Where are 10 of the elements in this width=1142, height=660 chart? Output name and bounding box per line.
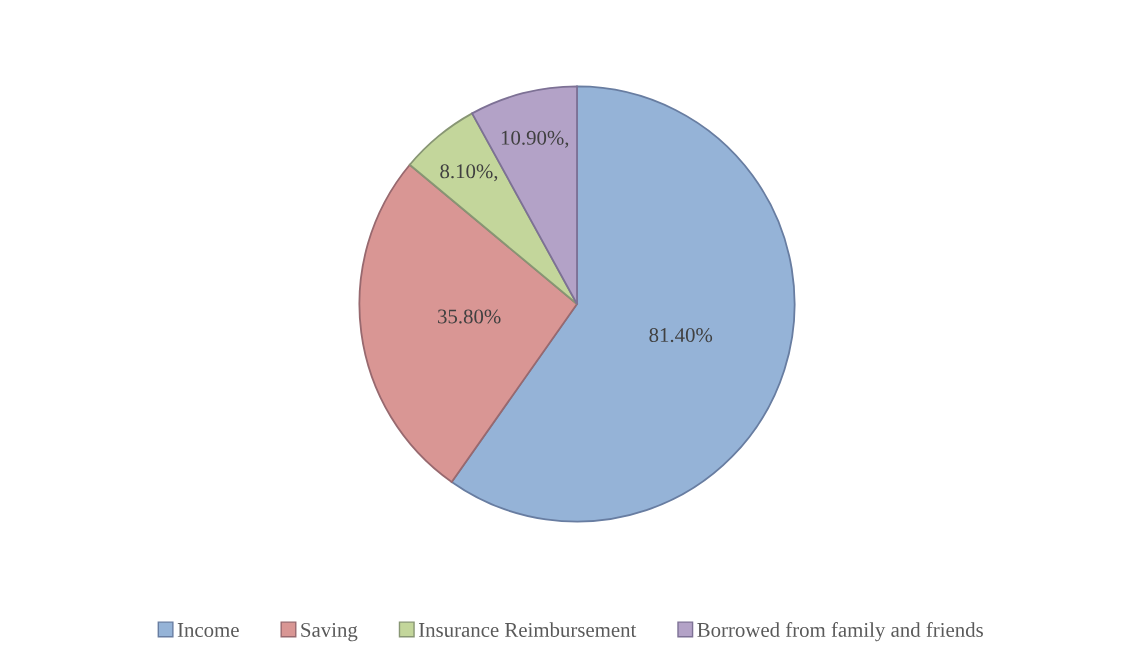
legend-label: Saving <box>301 622 358 642</box>
data-label: 35.80% <box>438 309 501 324</box>
legend-label: Income <box>177 623 239 637</box>
legend-label: Borrowed from family and friends <box>697 622 983 642</box>
data-label: 81.40% <box>649 328 713 343</box>
pie-slice <box>408 112 578 305</box>
pie-slice <box>358 163 578 483</box>
legend-label: Insurance Reimbursement <box>418 622 637 637</box>
data-label: 8.10%, <box>440 164 498 182</box>
data-label: 10.90%, <box>501 130 569 148</box>
